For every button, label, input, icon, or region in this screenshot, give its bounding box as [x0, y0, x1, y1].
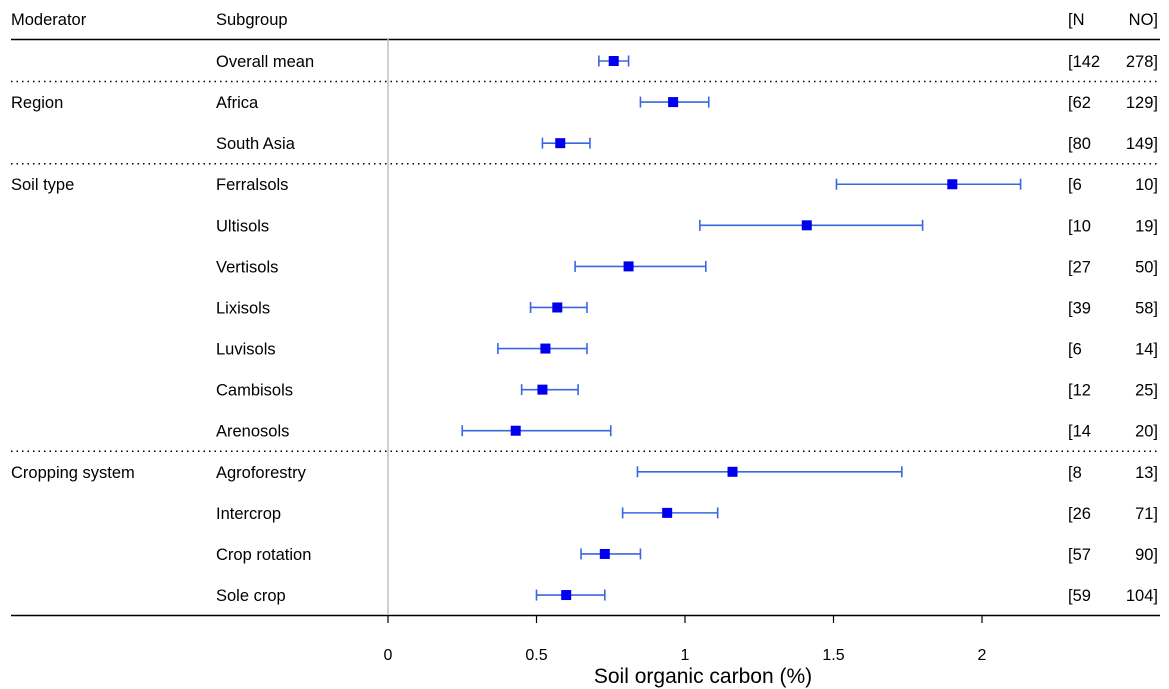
- point-estimate: [608, 56, 619, 66]
- no-value: 90]: [1135, 546, 1158, 564]
- no-value: 13]: [1135, 464, 1158, 482]
- table-row: Overall mean [142 278]: [216, 53, 1158, 71]
- header-n: [N: [1068, 11, 1085, 29]
- subgroup-label: Vertisols: [216, 258, 278, 276]
- x-tick-label: 0.5: [525, 647, 547, 664]
- header-no: NO]: [1129, 11, 1158, 29]
- no-value: 25]: [1135, 382, 1158, 400]
- table-row: Luvisols [6 14]: [216, 341, 1158, 359]
- n-value: [39: [1068, 299, 1091, 317]
- subgroup-label: Africa: [216, 94, 259, 112]
- point-estimate: [623, 261, 634, 272]
- data-rows: Overall mean [142 278] Region Africa [62 129] S…: [11, 53, 1158, 605]
- n-value: [59: [1068, 587, 1091, 605]
- header-subgroup: Subgroup: [216, 11, 288, 29]
- table-row: South Asia [80 149]: [216, 135, 1158, 153]
- no-value: 71]: [1135, 505, 1158, 523]
- point-estimate: [510, 425, 521, 436]
- no-value: 149]: [1126, 135, 1158, 153]
- x-tick-label: 1: [681, 647, 690, 664]
- n-value: [62: [1068, 94, 1091, 112]
- point-estimate: [947, 179, 958, 190]
- subgroup-label: Ferralsols: [216, 176, 288, 194]
- no-value: 58]: [1135, 299, 1158, 317]
- no-value: 104]: [1126, 587, 1158, 605]
- subgroup-label: Sole crop: [216, 587, 286, 605]
- table-row: Region Africa [62 129]: [11, 94, 1158, 112]
- point-estimate: [662, 507, 673, 518]
- n-value: [26: [1068, 505, 1091, 523]
- x-axis-title: Soil organic carbon (%): [594, 665, 812, 688]
- point-estimate: [561, 590, 572, 601]
- x-tick-label: 0: [384, 647, 393, 664]
- no-value: 50]: [1135, 258, 1158, 276]
- table-row: Cambisols [12 25]: [216, 382, 1158, 400]
- n-value: [142: [1068, 53, 1100, 71]
- column-headers: Moderator Subgroup [N NO]: [11, 11, 1158, 29]
- n-value: [6: [1068, 176, 1082, 194]
- table-row: Cropping system Agroforestry [8 13]: [11, 464, 1158, 482]
- moderator-label: Cropping system: [11, 464, 135, 482]
- subgroup-label: Cambisols: [216, 382, 293, 400]
- no-value: 278]: [1126, 53, 1158, 71]
- subgroup-label: Overall mean: [216, 53, 314, 71]
- n-value: [6: [1068, 341, 1082, 359]
- subgroup-label: South Asia: [216, 135, 296, 153]
- subgroup-label: Lixisols: [216, 299, 270, 317]
- header-moderator: Moderator: [11, 11, 87, 29]
- moderator-label: Soil type: [11, 176, 74, 194]
- n-value: [8: [1068, 464, 1082, 482]
- subgroup-label: Arenosols: [216, 423, 289, 441]
- table-row: Arenosols [14 20]: [216, 423, 1158, 441]
- subgroup-label: Intercrop: [216, 505, 281, 523]
- x-axis: 0 0.5 1 1.5 2: [384, 615, 987, 664]
- point-estimate: [599, 548, 610, 559]
- table-row: Vertisols [27 50]: [216, 258, 1158, 276]
- subgroup-label: Luvisols: [216, 341, 276, 359]
- x-tick-label: 1.5: [822, 647, 844, 664]
- point-estimate: [727, 466, 738, 477]
- n-value: [12: [1068, 382, 1091, 400]
- table-row: Soil type Ferralsols [6 10]: [11, 176, 1158, 194]
- point-estimate: [537, 384, 548, 395]
- point-estimate: [801, 220, 812, 231]
- table-row: Crop rotation [57 90]: [216, 546, 1158, 564]
- point-estimate: [555, 138, 566, 149]
- n-value: [80: [1068, 135, 1091, 153]
- x-tick-label: 2: [978, 647, 987, 664]
- subgroup-label: Agroforestry: [216, 464, 307, 482]
- no-value: 129]: [1126, 94, 1158, 112]
- n-value: [57: [1068, 546, 1091, 564]
- no-value: 20]: [1135, 423, 1158, 441]
- moderator-label: Region: [11, 94, 63, 112]
- group-separators: [11, 80, 1160, 453]
- no-value: 10]: [1135, 176, 1158, 194]
- table-row: Lixisols [39 58]: [216, 299, 1158, 317]
- subgroup-label: Crop rotation: [216, 546, 311, 564]
- point-estimate: [668, 97, 679, 108]
- table-row: Sole crop [59 104]: [216, 587, 1158, 605]
- point-estimate: [552, 302, 563, 313]
- table-row: Ultisols [10 19]: [216, 217, 1158, 235]
- no-value: 14]: [1135, 341, 1158, 359]
- n-value: [10: [1068, 217, 1091, 235]
- table-row: Intercrop [26 71]: [216, 505, 1158, 523]
- n-value: [27: [1068, 258, 1091, 276]
- n-value: [14: [1068, 423, 1091, 441]
- subgroup-label: Ultisols: [216, 217, 269, 235]
- point-estimate: [540, 343, 551, 354]
- no-value: 19]: [1135, 217, 1158, 235]
